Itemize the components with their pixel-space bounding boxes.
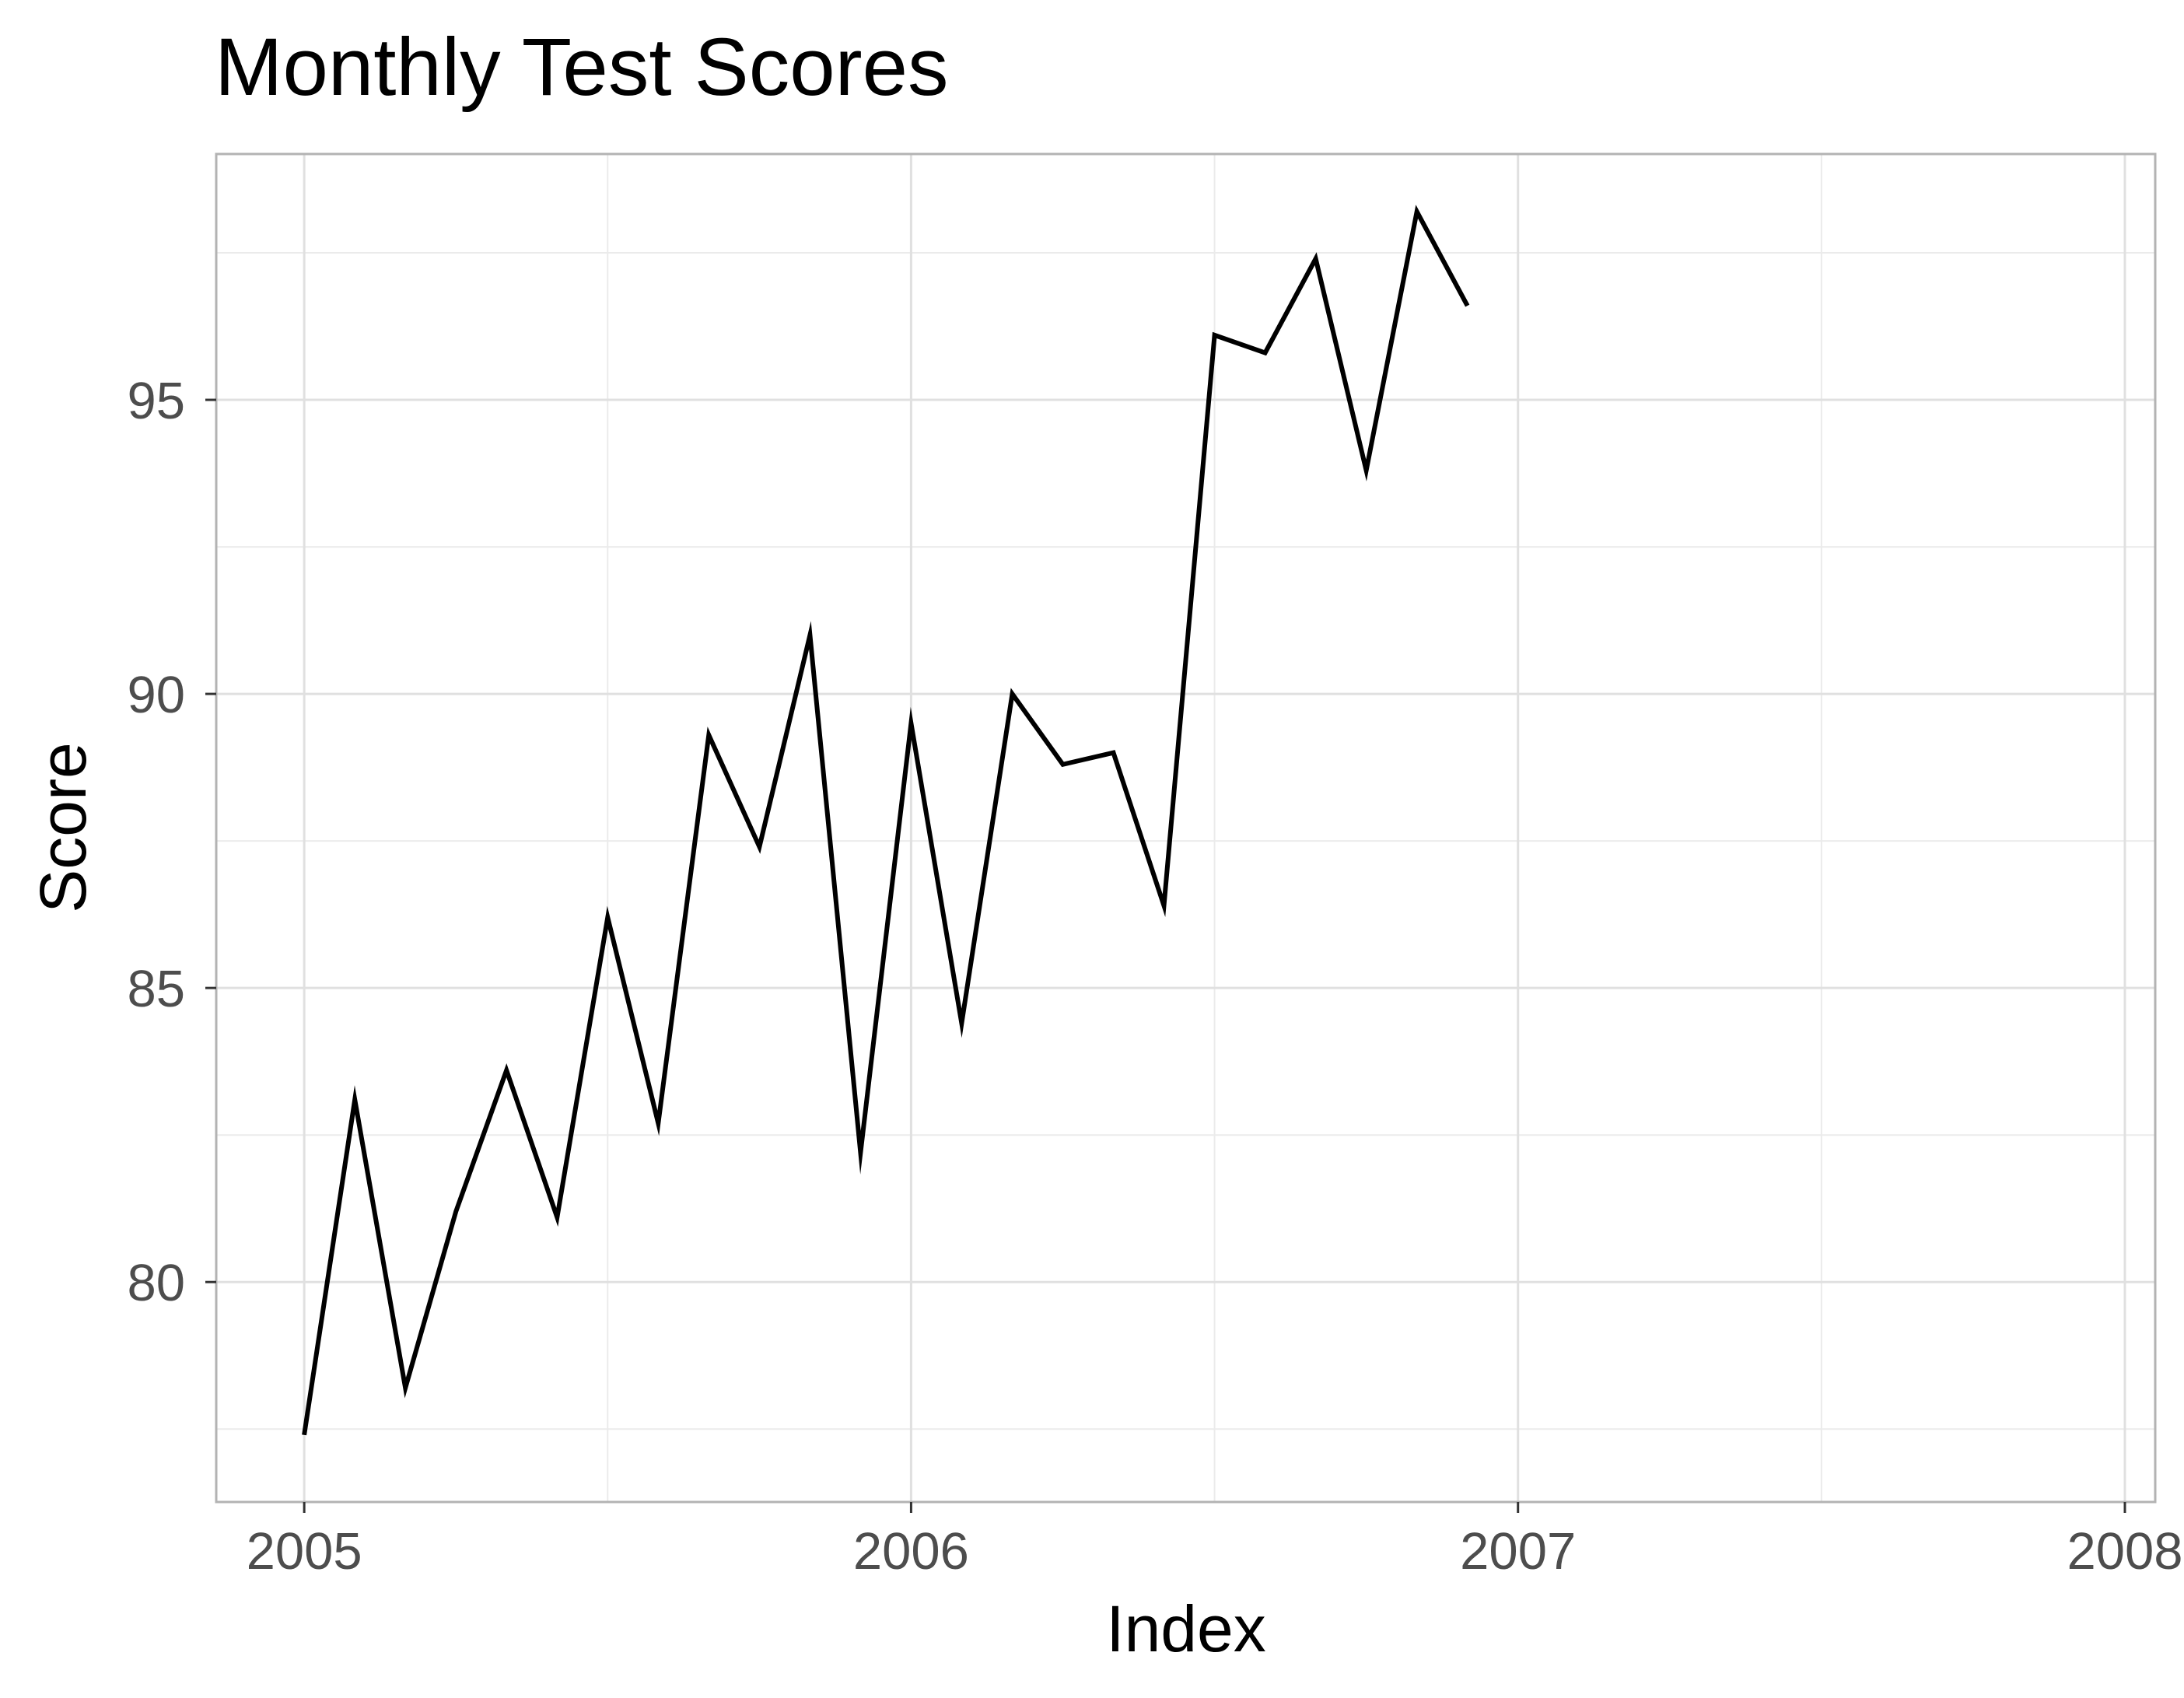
series-line xyxy=(302,205,1470,1436)
x-tick-label: 2008 xyxy=(2067,1522,2182,1581)
x-tick-labels: 2005 2006 2007 2008 xyxy=(247,1522,2183,1581)
chart-title: Monthly Test Scores xyxy=(215,22,948,113)
x-tick-label: 2007 xyxy=(1460,1522,1576,1581)
y-tick-labels: 80 85 90 95 xyxy=(127,372,185,1312)
x-tick-label: 2006 xyxy=(853,1522,969,1581)
major-gridlines xyxy=(216,154,2155,1502)
plot-background xyxy=(216,154,2155,1502)
series-layer xyxy=(302,205,1470,1436)
y-axis-title: Score xyxy=(26,742,100,912)
panel-border xyxy=(215,152,2157,1504)
axis-ticks xyxy=(205,398,2126,1513)
y-tick-label: 85 xyxy=(127,960,185,1018)
minor-gridlines xyxy=(216,154,2155,1502)
x-tick-label: 2005 xyxy=(247,1522,362,1581)
y-tick-label: 80 xyxy=(127,1254,185,1312)
y-tick-label: 95 xyxy=(127,372,185,430)
y-tick-label: 90 xyxy=(127,666,185,724)
x-axis-title: Index xyxy=(1106,1592,1266,1665)
